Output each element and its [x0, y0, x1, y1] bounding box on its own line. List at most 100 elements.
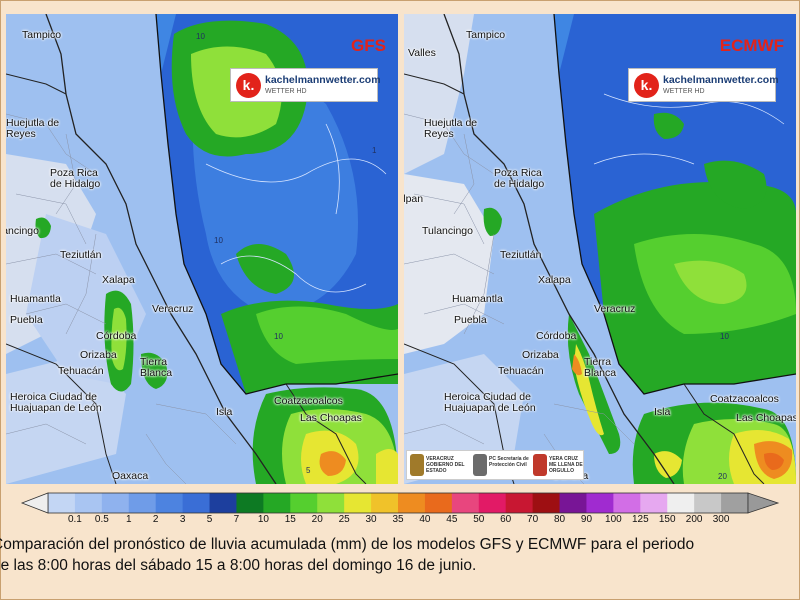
legend-tick-label: 45: [446, 514, 458, 525]
legend-color-cell: [532, 493, 561, 513]
legend-color-cell: [694, 493, 722, 513]
gov-logo-text: PC Secretaría de Protección Civil: [489, 456, 529, 468]
kachelmann-logo-icon: k.: [634, 73, 659, 98]
legend-tick-label: 0.5: [94, 514, 109, 525]
legend-tick-label: 15: [284, 514, 296, 525]
legend-tick-label: 100: [605, 514, 622, 525]
yeracruz-emblem-icon: [533, 454, 547, 476]
legend-left-arrow: [20, 492, 49, 514]
legend-tick-label: 25: [338, 514, 350, 525]
city-label: Huejutla de Reyes: [424, 117, 478, 140]
city-label: Veracruz: [594, 303, 636, 315]
legend-tick-label: 50: [473, 514, 485, 525]
city-label: Poza Rica de Hidalgo: [494, 167, 545, 190]
legend-color-cell: [478, 493, 507, 513]
legend-tick-labels: 0.1 0.5 1 2 3 5 7 10 15 20 25 30 35 40 45 50 60 70 80 90 100…: [0, 514, 800, 528]
legend-color-cell: [505, 493, 534, 513]
city-label: Córdoba: [536, 330, 577, 342]
legend-color-cell: [317, 493, 345, 513]
ecmwf-map: ECMWF k. kachelmannwetter.com WETTER HD …: [404, 14, 796, 484]
legend-color-cell: [613, 493, 641, 513]
figure-caption: Comparación del pronóstico de lluvia acu…: [0, 534, 800, 576]
city-label: Tehuacán: [58, 365, 104, 377]
legend-tick-label: 7: [233, 514, 240, 525]
legend-color-cell: [371, 493, 399, 513]
caption-line-1: Comparación del pronóstico de lluvia acu…: [0, 536, 695, 553]
isoline-label: 20: [718, 472, 727, 481]
city-label: Tampico: [466, 29, 506, 41]
legend-tick-label: 2: [152, 514, 159, 525]
legend-color-cell: [290, 493, 318, 513]
city-label: Tampico: [22, 29, 62, 41]
city-label: Córdoba: [96, 330, 137, 342]
city-label: Coatzacoalcos: [274, 395, 343, 407]
city-label: Xalapa: [102, 274, 135, 286]
city-label: Xalapa: [538, 274, 571, 286]
city-label: Teziutlán: [500, 249, 542, 261]
legend-color-cell: [155, 493, 184, 513]
city-label: Orizaba: [522, 349, 559, 361]
brand-subtitle: WETTER HD: [265, 88, 307, 95]
city-label: Huamantla: [10, 293, 61, 305]
legend-color-cell: [721, 493, 749, 513]
city-label: Tulancingo: [422, 225, 473, 237]
isoline-label: 10: [274, 332, 283, 341]
legend-tick-label: 40: [419, 514, 431, 525]
city-label: Poza Rica de Hidalgo: [50, 167, 101, 190]
legend-color-cell: [128, 493, 157, 513]
legend-tick-label: 5: [206, 514, 213, 525]
brand-name: kachelmannwetter.com: [265, 74, 381, 86]
city-label: Orizaba: [80, 349, 117, 361]
city-label: Puebla: [10, 314, 43, 326]
isoline-label: 10: [214, 236, 223, 245]
brand-subtitle: WETTER HD: [663, 88, 705, 95]
government-logos-strip: VERACRUZ GOBIERNO DEL ESTADO PC Secretar…: [406, 450, 584, 480]
city-label: Tierra Blanca: [140, 356, 173, 379]
veracruz-logo: VERACRUZ GOBIERNO DEL ESTADO: [410, 454, 470, 478]
legend-tick-label: 200: [685, 514, 703, 525]
legend-tick-label: 80: [553, 514, 566, 525]
legend-color-cell: [48, 493, 76, 513]
city-label: Veracruz: [152, 303, 194, 315]
legend-tick-label: 35: [392, 514, 404, 525]
city-label: Tulancingo: [6, 225, 39, 237]
legend-tick-label: 150: [658, 514, 676, 525]
legend-color-cell: [586, 493, 614, 513]
legend-color-cell: [74, 493, 103, 513]
legend-tick-label: 90: [580, 514, 593, 525]
legend-tick-label: 0.1: [67, 514, 82, 525]
legend-tick-label: 1: [125, 514, 132, 525]
legend-color-cell: [209, 493, 237, 513]
legend-tick-label: 70: [527, 514, 539, 525]
legend-tick-label: 300: [712, 514, 730, 525]
ecmwf-model-label: ECMWF: [719, 36, 784, 55]
city-label: Tehuacán: [498, 365, 544, 377]
pc-logo: PC Secretaría de Protección Civil: [473, 454, 531, 478]
city-label: Puebla: [454, 314, 487, 326]
gov-logo-text: YERA CRUZ ME LLENA DE ORGULLO: [549, 456, 583, 474]
brand-name: kachelmannwetter.com: [663, 74, 779, 86]
veracruz-emblem-icon: [410, 454, 424, 476]
legend-tick-label: 10: [257, 514, 269, 525]
precipitation-color-legend: [20, 492, 780, 514]
city-label: Ixmiquilpan: [404, 193, 424, 205]
isoline-label: 10: [720, 332, 729, 341]
gfs-map: GFS k. kachelmannwetter.com WETTER HD 10…: [6, 14, 398, 484]
city-label: Coatzacoalcos: [710, 393, 779, 405]
legend-color-cell: [182, 493, 211, 513]
caption-line-2: de las 8:00 horas del sábado 15 a 8:00 h…: [0, 557, 477, 574]
legend-tick-label: 3: [179, 514, 186, 525]
legend-tick-label: 125: [631, 514, 649, 525]
legend-color-cell: [424, 493, 453, 513]
gfs-brand-box: k. kachelmannwetter.com WETTER HD: [230, 68, 381, 102]
legend-tick-label: 20: [311, 514, 323, 525]
gfs-rain-field: [6, 14, 398, 484]
legend-color-cell: [101, 493, 130, 513]
gov-logo-text: VERACRUZ GOBIERNO DEL ESTADO: [426, 456, 465, 474]
city-label: Huamantla: [452, 293, 503, 305]
legend-tick-label: 30: [365, 514, 377, 525]
city-label: Oaxaca: [112, 470, 149, 482]
isoline-label: 5: [306, 466, 311, 475]
legend-color-cell: [667, 493, 695, 513]
legend-color-cell: [640, 493, 668, 513]
